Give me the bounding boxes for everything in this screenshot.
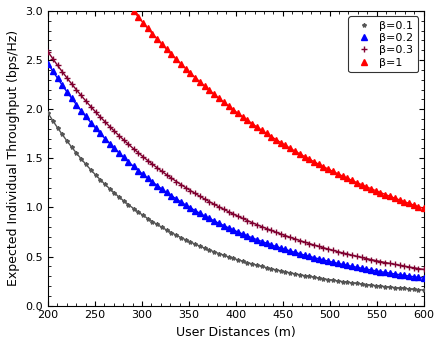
- β=1: [211, 92, 217, 96]
- β=0.1: [288, 271, 293, 275]
- β=1: [302, 155, 307, 159]
- β=0.2: [302, 253, 307, 257]
- β=0.3: [421, 267, 426, 272]
- β=0.2: [421, 276, 426, 280]
- β=0.3: [273, 230, 279, 234]
- β=0.3: [377, 260, 383, 264]
- β=0.3: [302, 240, 307, 244]
- β=0.3: [288, 235, 293, 239]
- β=0.2: [45, 62, 51, 66]
- β=1: [273, 137, 279, 142]
- β=1: [269, 135, 274, 139]
- Y-axis label: Expected Individual Throughput (bps/Hz): Expected Individual Throughput (bps/Hz): [7, 30, 20, 286]
- β=0.1: [302, 274, 307, 278]
- β=0.2: [288, 249, 293, 253]
- β=0.1: [45, 111, 51, 116]
- β=0.1: [269, 267, 274, 271]
- β=0.3: [211, 202, 217, 206]
- X-axis label: User Distances (m): User Distances (m): [176, 326, 296, 339]
- β=0.1: [211, 250, 217, 254]
- β=0.1: [273, 268, 279, 272]
- Line: β=1: β=1: [45, 0, 427, 212]
- Line: β=0.3: β=0.3: [45, 49, 426, 272]
- Line: β=0.2: β=0.2: [45, 61, 426, 281]
- β=1: [377, 190, 383, 194]
- β=0.1: [377, 284, 383, 288]
- Legend: β=0.1, β=0.2, β=0.3, β=1: β=0.1, β=0.2, β=0.3, β=1: [348, 17, 418, 72]
- β=0.2: [377, 270, 383, 274]
- β=0.1: [421, 288, 426, 292]
- β=1: [288, 146, 293, 150]
- β=0.3: [269, 228, 274, 233]
- β=0.2: [273, 244, 279, 248]
- β=0.2: [211, 219, 217, 223]
- Line: β=0.1: β=0.1: [46, 111, 426, 292]
- β=1: [421, 206, 426, 210]
- β=0.3: [45, 50, 51, 54]
- β=0.2: [269, 243, 274, 247]
